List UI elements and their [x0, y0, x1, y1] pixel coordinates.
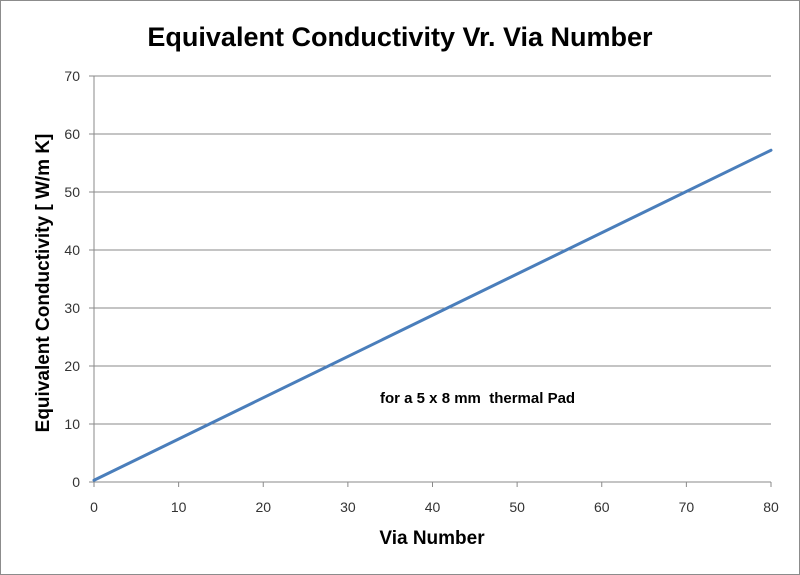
- axes: [93, 76, 771, 483]
- y-tick-label-20: 20: [64, 358, 80, 374]
- x-tick-label-20: 20: [255, 499, 271, 515]
- series-lines: [92, 148, 773, 482]
- x-tick-label-40: 40: [425, 499, 441, 515]
- y-axis-ticks: 0 10 20 30 40 50 60 70: [64, 68, 94, 490]
- y-tick-label-60: 60: [64, 126, 80, 142]
- x-tick-label-10: 10: [171, 499, 187, 515]
- x-tick-label-0: 0: [90, 499, 98, 515]
- x-tick-label-60: 60: [594, 499, 610, 515]
- chart-annotation: for a 5 x 8 mm thermal Pad: [380, 390, 575, 407]
- chart-title: Equivalent Conductivity Vr. Via Number: [147, 22, 653, 52]
- x-tick-label-50: 50: [509, 499, 525, 515]
- x-tick-label-70: 70: [679, 499, 695, 515]
- y-tick-label-30: 30: [64, 300, 80, 316]
- y-tick-label-70: 70: [64, 68, 80, 84]
- y-tick-label-50: 50: [64, 184, 80, 200]
- y-tick-label-40: 40: [64, 242, 80, 258]
- y-tick-label-10: 10: [64, 416, 80, 432]
- x-tick-label-30: 30: [340, 499, 356, 515]
- x-tick-label-80: 80: [763, 499, 779, 515]
- x-axis-title: Via Number: [379, 528, 485, 549]
- series-line-0: [92, 148, 773, 482]
- x-axis-ticks: 0 10 20 30 40 50 60 70 80: [90, 482, 779, 515]
- y-tick-label-0: 0: [72, 474, 80, 490]
- y-axis-title: Equivalent Conductivity [ W/m K]: [33, 134, 54, 433]
- gridlines: [94, 75, 771, 425]
